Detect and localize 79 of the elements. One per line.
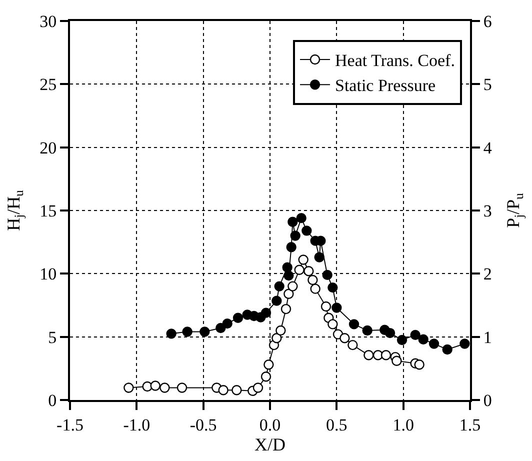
point bbox=[252, 382, 264, 393]
x-tick-label: 0.5 bbox=[326, 415, 348, 434]
point bbox=[218, 385, 228, 396]
point bbox=[392, 356, 402, 366]
y-tick-label: 20 bbox=[40, 138, 57, 158]
point bbox=[282, 262, 292, 272]
point bbox=[418, 334, 428, 344]
point bbox=[428, 338, 440, 349]
point bbox=[442, 344, 452, 355]
point bbox=[320, 301, 332, 312]
point bbox=[310, 284, 320, 294]
point bbox=[410, 330, 420, 340]
y2-tick-label: 1 bbox=[483, 328, 492, 347]
x-tick-label: -1.0 bbox=[123, 415, 150, 434]
y2-tick-label: 4 bbox=[483, 138, 492, 158]
x-axis-title: X/D bbox=[254, 434, 286, 454]
point bbox=[294, 264, 304, 275]
y2-tick-label: 2 bbox=[483, 264, 492, 284]
x-tick-label: -0.5 bbox=[190, 415, 217, 434]
y2-tick-label: 0 bbox=[483, 390, 492, 410]
y2-tick-label: 6 bbox=[483, 12, 492, 31]
point bbox=[288, 216, 298, 227]
point bbox=[380, 350, 392, 360]
point bbox=[124, 382, 134, 393]
point bbox=[272, 333, 282, 344]
point bbox=[348, 340, 358, 350]
point bbox=[200, 326, 210, 337]
point bbox=[274, 281, 284, 292]
y2-tick-label: 5 bbox=[483, 75, 492, 94]
point bbox=[264, 360, 274, 370]
legend-label: Static Pressure bbox=[335, 76, 436, 96]
point bbox=[460, 338, 470, 349]
point bbox=[182, 326, 192, 337]
point bbox=[364, 350, 374, 360]
y-tick-label: 5 bbox=[48, 328, 57, 347]
y2-tick-label: 3 bbox=[483, 201, 492, 220]
point bbox=[308, 274, 318, 286]
point bbox=[304, 266, 314, 276]
y-tick-label: 30 bbox=[40, 12, 57, 31]
point bbox=[384, 328, 396, 338]
point bbox=[296, 212, 306, 224]
y-tick-label: 10 bbox=[40, 264, 57, 284]
x-tick-label: 1.0 bbox=[392, 415, 414, 434]
x-tick-label: -1.5 bbox=[56, 415, 84, 434]
point bbox=[362, 325, 372, 336]
point bbox=[322, 270, 332, 280]
point bbox=[284, 288, 294, 299]
point bbox=[272, 296, 282, 306]
point bbox=[302, 226, 312, 236]
y-tick-label: 15 bbox=[40, 201, 57, 220]
point bbox=[176, 382, 188, 393]
point bbox=[260, 372, 272, 382]
point bbox=[280, 304, 292, 314]
point bbox=[276, 325, 286, 336]
y-tick-label: 0 bbox=[48, 390, 57, 410]
point bbox=[284, 270, 294, 281]
point bbox=[160, 382, 170, 393]
x-tick-label: 0.0 bbox=[259, 415, 281, 434]
point bbox=[232, 385, 242, 396]
point bbox=[286, 242, 296, 252]
point bbox=[288, 281, 298, 292]
legend-label: Heat Trans. Coef. bbox=[335, 51, 455, 70]
point bbox=[314, 252, 324, 262]
x-tick-label: 1.5 bbox=[459, 415, 481, 434]
point bbox=[328, 282, 338, 293]
point bbox=[232, 312, 244, 323]
point bbox=[332, 302, 342, 313]
point bbox=[396, 334, 408, 346]
point bbox=[150, 380, 160, 391]
point bbox=[348, 319, 360, 330]
point bbox=[166, 328, 176, 339]
point bbox=[290, 230, 300, 241]
point bbox=[328, 319, 338, 330]
point bbox=[414, 360, 424, 370]
point bbox=[340, 333, 350, 344]
point bbox=[222, 318, 232, 329]
point bbox=[260, 308, 272, 318]
y-tick-label: 25 bbox=[40, 75, 57, 94]
point bbox=[298, 254, 308, 265]
